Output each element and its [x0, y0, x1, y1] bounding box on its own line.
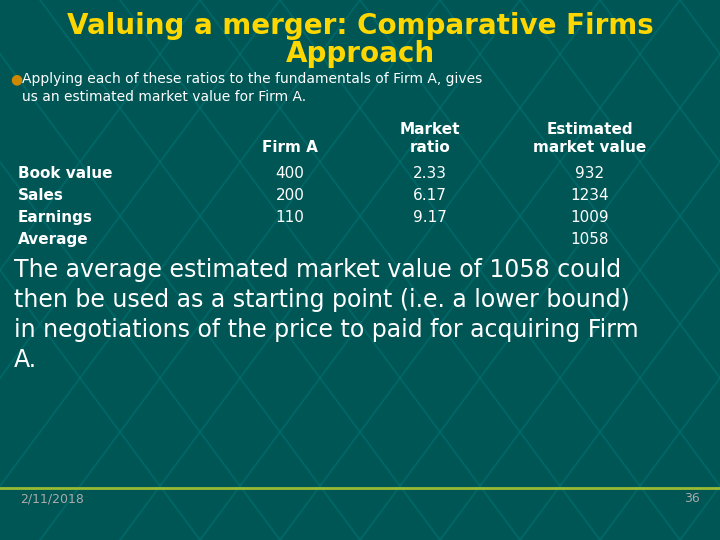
Text: Estimated: Estimated [546, 122, 634, 137]
Text: 1058: 1058 [571, 232, 609, 247]
Text: ●: ● [10, 72, 22, 86]
Text: 9.17: 9.17 [413, 210, 447, 225]
Text: 1009: 1009 [571, 210, 609, 225]
Text: Sales: Sales [18, 188, 64, 203]
Text: Market: Market [400, 122, 460, 137]
Text: 400: 400 [276, 166, 305, 181]
Text: Earnings: Earnings [18, 210, 93, 225]
Text: market value: market value [534, 140, 647, 155]
Text: 1234: 1234 [571, 188, 609, 203]
Text: in negotiations of the price to paid for acquiring Firm: in negotiations of the price to paid for… [14, 318, 639, 342]
Text: 932: 932 [575, 166, 605, 181]
Text: 200: 200 [276, 188, 305, 203]
Text: Approach: Approach [285, 40, 435, 68]
Text: A.: A. [14, 348, 37, 372]
Text: then be used as a starting point (i.e. a lower bound): then be used as a starting point (i.e. a… [14, 288, 630, 312]
Text: Applying each of these ratios to the fundamentals of Firm A, gives: Applying each of these ratios to the fun… [22, 72, 482, 86]
Text: Average: Average [18, 232, 89, 247]
Text: Valuing a merger: Comparative Firms: Valuing a merger: Comparative Firms [67, 12, 653, 40]
Text: us an estimated market value for Firm A.: us an estimated market value for Firm A. [22, 90, 306, 104]
Text: 2.33: 2.33 [413, 166, 447, 181]
Text: ratio: ratio [410, 140, 451, 155]
Text: The average estimated market value of 1058 could: The average estimated market value of 10… [14, 258, 621, 282]
Text: Firm A: Firm A [262, 140, 318, 155]
Text: 36: 36 [684, 492, 700, 505]
Text: 2/11/2018: 2/11/2018 [20, 492, 84, 505]
Text: 110: 110 [276, 210, 305, 225]
Text: 6.17: 6.17 [413, 188, 447, 203]
Text: Book value: Book value [18, 166, 112, 181]
